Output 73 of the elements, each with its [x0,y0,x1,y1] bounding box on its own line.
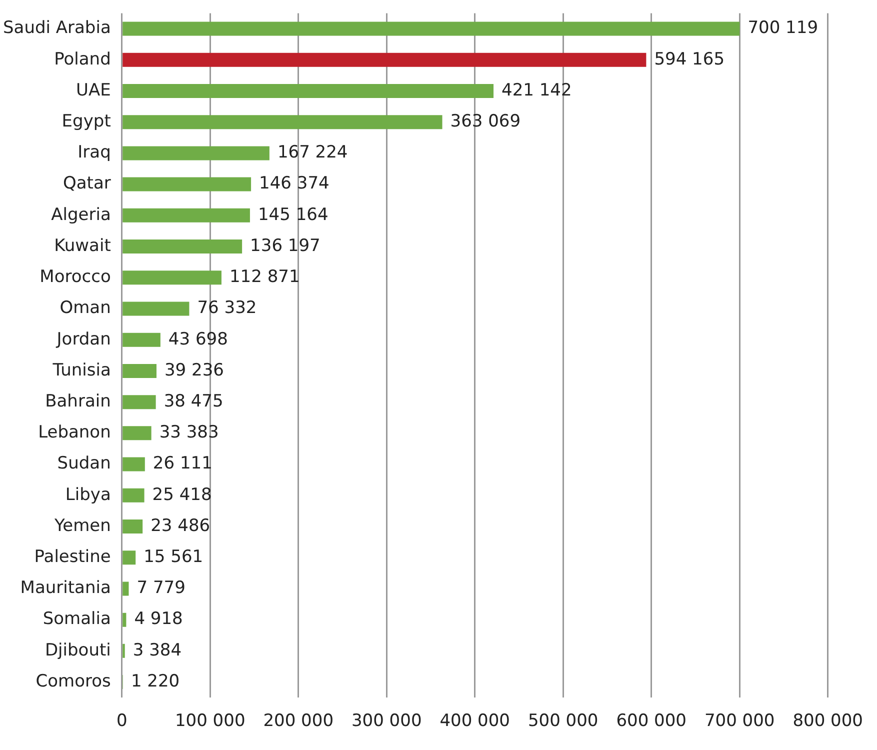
data-label: 3 384 [132,640,182,660]
y-tick-label: Mauritania [20,578,111,598]
bar [122,426,152,440]
y-tick-label: Poland [54,49,111,70]
bar [122,582,129,596]
x-tick-label: 400 000 [440,711,510,732]
bar [122,332,160,347]
data-label: 76 332 [197,298,257,318]
data-label: 145 164 [258,204,328,225]
bar [122,52,646,67]
y-tick-label: Sudan [57,454,111,474]
data-label: 38 475 [164,391,224,412]
y-tick-label: Oman [60,298,111,318]
data-label: 594 165 [654,49,725,70]
y-tick-label: Morocco [40,267,111,288]
data-label: 43 698 [168,329,228,350]
data-label: 23 486 [150,516,210,536]
bar [122,177,252,192]
y-tick-label: Egypt [62,112,112,132]
bar [122,457,145,472]
bar [122,395,156,410]
y-tick-label: Libya [65,484,111,505]
y-tick-label: Yemen [53,516,111,536]
bar [122,520,143,534]
bar [122,208,250,222]
data-label: 15 561 [144,547,204,568]
data-label: 33 383 [159,422,219,443]
data-label: 421 142 [502,80,572,100]
bar [122,22,740,36]
y-tick-label: Bahrain [45,391,111,412]
x-tick-label: 700 000 [704,711,775,732]
y-tick-label: Kuwait [54,236,112,256]
bar [122,302,190,316]
y-tick-label: Djibouti [44,640,111,660]
y-tick-label: Qatar [62,174,111,194]
y-tick-label: Algeria [51,204,111,225]
y-tick-label: Tunisia [52,360,111,380]
y-tick-label: Palestine [34,547,111,568]
data-label: 39 236 [164,360,224,380]
y-tick-label: Lebanon [38,422,111,443]
bar [122,550,136,565]
bar [122,84,494,98]
data-label: 700 119 [748,18,818,38]
data-label: 1 220 [130,671,180,692]
y-tick-label: Iraq [78,142,111,163]
y-tick-label: Jordan [56,329,111,350]
x-tick-label: 800 000 [792,711,864,732]
y-tick-label: Somalia [42,609,111,630]
data-label: 25 418 [152,484,212,505]
x-tick-label: 200 000 [263,711,334,732]
data-label: 363 069 [450,112,521,132]
bar [122,115,442,130]
y-tick-label: Saudi Arabia [2,18,111,38]
y-tick-label: UAE [76,80,111,100]
bar [122,146,270,160]
data-label: 112 871 [229,267,300,288]
data-label: 136 197 [250,236,320,256]
bar [122,488,144,502]
bar [122,364,156,378]
data-label: 4 918 [134,609,183,630]
data-label: 26 111 [152,454,212,474]
data-label: 167 224 [277,142,348,163]
x-tick-label: 100 000 [174,711,246,732]
x-tick-label: 300 000 [351,711,422,732]
x-tick-label: 0 [116,711,128,732]
data-label: 146 374 [259,174,330,194]
bar [122,240,242,254]
bar [122,270,222,285]
x-tick-label: 500 000 [528,711,598,732]
bar [122,612,126,627]
data-label: 7 779 [136,578,186,598]
x-tick-label: 600 000 [616,711,687,732]
y-tick-label: Comoros [36,671,112,692]
